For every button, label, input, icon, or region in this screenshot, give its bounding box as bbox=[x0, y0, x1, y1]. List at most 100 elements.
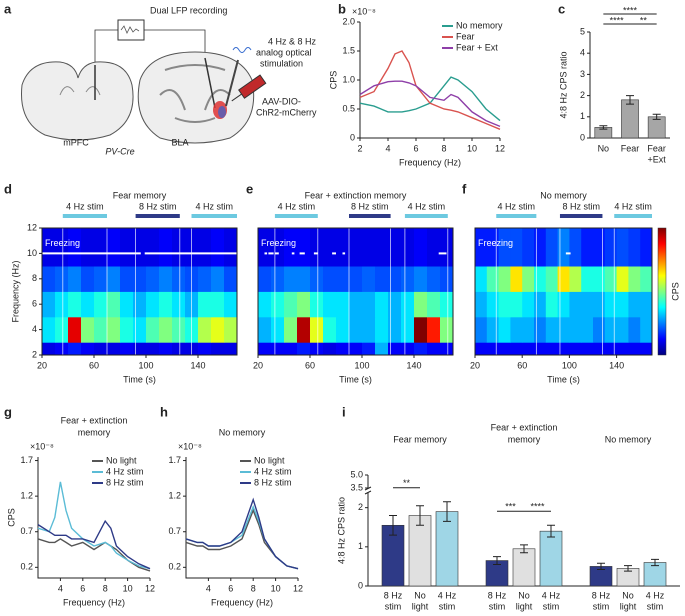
x-tick-label: 100 bbox=[138, 360, 153, 370]
mouse-line: PV-Cre bbox=[105, 146, 134, 156]
x-tick-label: stim bbox=[439, 601, 456, 611]
y-tick-label: 5 bbox=[580, 26, 585, 36]
heatmap-cell bbox=[498, 342, 511, 356]
heatmap-cell bbox=[640, 266, 653, 292]
heatmap-cell bbox=[569, 228, 582, 267]
heatmap-cell bbox=[414, 316, 428, 343]
heatmap-cell bbox=[310, 342, 324, 356]
y-tick-label: 1.7 bbox=[20, 455, 33, 465]
y-tick-label: 1 bbox=[358, 541, 363, 551]
x-axis-label: Time (s) bbox=[547, 374, 580, 384]
heatmap-cell bbox=[362, 316, 376, 343]
panel-letter: a bbox=[4, 1, 12, 16]
y-tick-label: 2 bbox=[358, 502, 363, 512]
heatmap-cell bbox=[510, 342, 523, 356]
heatmap-cell bbox=[534, 266, 547, 292]
heatmap-cell bbox=[172, 316, 186, 343]
panel-letter: e bbox=[246, 181, 253, 196]
x-tick-label: 8 Hz bbox=[592, 590, 611, 600]
bar bbox=[539, 530, 563, 587]
x-tick-label: 8 Hz bbox=[384, 590, 403, 600]
region-label: mPFC bbox=[63, 137, 89, 147]
heatmap-cell bbox=[94, 228, 108, 267]
heatmap-cell bbox=[593, 291, 606, 318]
panel-letter: c bbox=[558, 1, 565, 16]
heatmap-cell bbox=[271, 342, 285, 356]
heatmap-cell bbox=[297, 316, 311, 343]
heatmap-cell bbox=[284, 291, 298, 318]
heatmap-cell bbox=[224, 266, 238, 292]
heatmap-cell bbox=[198, 342, 212, 356]
x-axis-label: Frequency (Hz) bbox=[399, 157, 461, 167]
legend-label: 8 Hz stim bbox=[254, 477, 292, 487]
heatmap-cell bbox=[133, 342, 147, 356]
heatmap-cell bbox=[284, 342, 298, 356]
stim-label: 4 Hz & 8 Hz bbox=[268, 36, 317, 46]
recording-label: Dual LFP recording bbox=[150, 5, 227, 15]
stim-label: 8 Hz stim bbox=[351, 201, 389, 211]
heatmap-cell bbox=[362, 342, 376, 356]
y-tick-label: 0.2 bbox=[168, 562, 181, 572]
x-tick-label: light bbox=[620, 601, 637, 611]
heatmap-cell bbox=[510, 266, 523, 292]
heatmap-cell bbox=[534, 342, 547, 356]
error-bar bbox=[597, 562, 605, 571]
x-tick-label: 8 bbox=[251, 583, 256, 593]
series-line bbox=[359, 76, 501, 122]
heatmap-cell bbox=[388, 291, 402, 318]
heatmap-cell bbox=[557, 316, 570, 343]
heatmap-cell bbox=[545, 291, 558, 318]
x-tick-label: 4 Hz bbox=[542, 590, 561, 600]
heatmap-cell bbox=[401, 291, 415, 318]
x-tick-label: stim bbox=[647, 601, 664, 611]
significance-label: **** bbox=[530, 502, 545, 512]
stim-label: 4 Hz stim bbox=[498, 201, 536, 211]
stim-bar bbox=[404, 214, 448, 218]
x-tick-label: 10 bbox=[123, 583, 133, 593]
heatmap-cell bbox=[94, 342, 108, 356]
x-tick-label: No bbox=[518, 590, 530, 600]
heatmap-cell bbox=[349, 316, 363, 343]
heatmap-cell bbox=[146, 228, 160, 267]
heatmap-cell bbox=[388, 228, 402, 267]
heatmap-cell bbox=[522, 316, 535, 343]
x-tick-label: +Ext bbox=[648, 154, 667, 164]
legend-label: No memory bbox=[456, 20, 503, 30]
heatmap-cell bbox=[258, 342, 272, 356]
heatmap-cell bbox=[616, 228, 629, 267]
heatmap-cell bbox=[159, 266, 173, 292]
group-title: memory bbox=[508, 434, 541, 444]
stim-label: 4 Hz stim bbox=[66, 201, 104, 211]
x-tick-label: 60 bbox=[89, 360, 99, 370]
chart-title: Fear + extinction memory bbox=[305, 190, 407, 200]
heatmap-cell bbox=[362, 291, 376, 318]
heatmap-cell bbox=[534, 228, 547, 267]
heatmap-cell bbox=[323, 342, 337, 356]
y-tick-label: 2.0 bbox=[342, 16, 355, 26]
y-tick-label: 0.5 bbox=[342, 103, 355, 113]
x-tick-label: 140 bbox=[190, 360, 205, 370]
stim-label: 8 Hz stim bbox=[139, 201, 177, 211]
x-tick-label: 140 bbox=[609, 360, 624, 370]
heatmap-cell bbox=[297, 342, 311, 356]
series-line bbox=[185, 508, 299, 570]
heatmap-cell bbox=[159, 291, 173, 318]
heatmap-cell bbox=[120, 291, 134, 318]
heatmap-cell bbox=[172, 228, 186, 267]
heatmap-cell bbox=[640, 316, 653, 343]
significance-label: **** bbox=[610, 15, 625, 25]
heatmap-cell bbox=[498, 266, 511, 292]
stim-label: 4 Hz stim bbox=[195, 201, 233, 211]
heatmap-cell bbox=[297, 228, 311, 267]
stim-bar bbox=[274, 214, 318, 218]
heatmap-cell bbox=[258, 316, 272, 343]
heatmap-cell bbox=[401, 266, 415, 292]
heatmap-cell bbox=[498, 316, 511, 343]
x-axis-label: Frequency (Hz) bbox=[211, 597, 273, 607]
error-bar bbox=[652, 113, 661, 120]
series-line bbox=[359, 80, 501, 128]
y-axis-label: Frequency (Hz) bbox=[10, 260, 20, 322]
y-tick-label: 1 bbox=[580, 111, 585, 121]
stim-label: stimulation bbox=[260, 58, 303, 68]
